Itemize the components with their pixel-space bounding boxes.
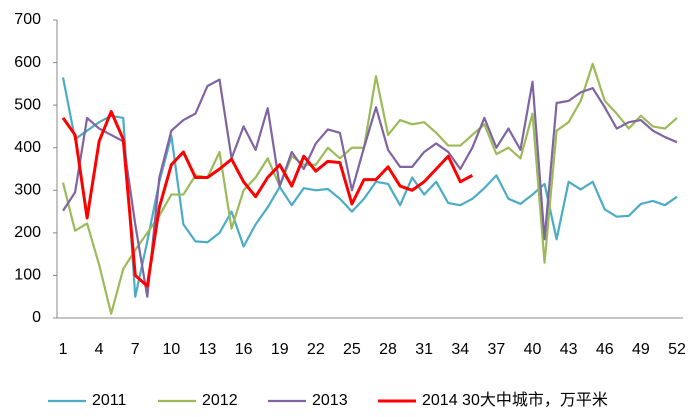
x-tick-label: 4 — [95, 341, 104, 358]
x-tick-label: 34 — [451, 341, 469, 358]
y-tick-label: 400 — [14, 139, 41, 156]
x-tick-label: 10 — [162, 341, 180, 358]
x-tick-label: 46 — [596, 341, 614, 358]
y-tick-label: 600 — [14, 54, 41, 71]
x-tick-label: 19 — [271, 341, 289, 358]
y-tick-label: 0 — [32, 309, 41, 326]
x-tick-label: 1 — [59, 341, 68, 358]
x-tick-label: 31 — [415, 341, 433, 358]
x-tick-label: 43 — [560, 341, 578, 358]
legend-label: 2013 — [312, 392, 348, 409]
series-line — [61, 110, 474, 288]
legend-label: 2012 — [202, 392, 238, 409]
x-tick-label: 40 — [524, 341, 542, 358]
x-tick-label: 16 — [235, 341, 253, 358]
series-line — [62, 78, 678, 298]
x-tick-label: 37 — [488, 341, 506, 358]
series-line — [61, 77, 678, 298]
legend-label: 2014 30大中城市，万平米 — [422, 391, 608, 409]
x-tick-label: 28 — [379, 341, 397, 358]
x-tick-label: 49 — [632, 341, 650, 358]
x-tick-label: 25 — [343, 341, 361, 358]
y-tick-label: 500 — [14, 96, 41, 113]
y-tick-label: 700 — [14, 11, 41, 28]
series-line — [61, 62, 678, 315]
legend-label: 2011 — [92, 392, 127, 409]
y-tick-label: 300 — [14, 182, 41, 199]
x-tick-label: 13 — [199, 341, 217, 358]
x-tick-label: 52 — [668, 341, 686, 358]
y-tick-label: 200 — [14, 224, 41, 241]
x-tick-label: 7 — [131, 341, 140, 358]
y-tick-label: 100 — [14, 267, 41, 284]
x-tick-label: 22 — [307, 341, 325, 358]
